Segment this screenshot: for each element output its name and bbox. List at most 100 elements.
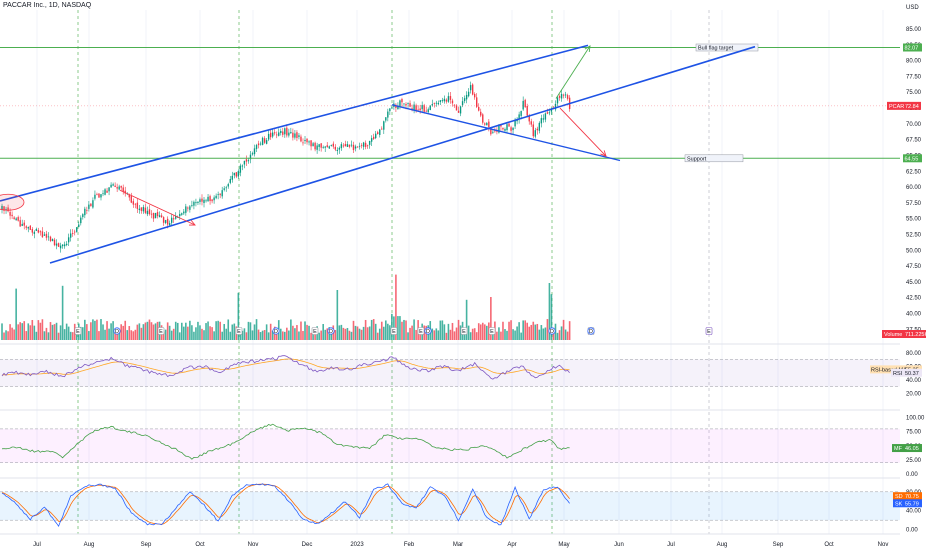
candle-body xyxy=(80,217,82,224)
volume-bar xyxy=(199,325,201,340)
candle-body xyxy=(502,127,504,130)
candle-body xyxy=(21,223,23,226)
rsi-value: 50.37 xyxy=(905,371,919,377)
volume-bar xyxy=(86,324,88,340)
volume-bar xyxy=(53,324,56,340)
volume-bar xyxy=(239,332,242,340)
volume-bar xyxy=(102,324,104,340)
volume-bar xyxy=(356,326,359,340)
candle-body xyxy=(288,132,290,136)
volume-bar xyxy=(39,322,42,340)
candle-body xyxy=(35,228,38,231)
candle-body xyxy=(500,125,502,127)
volume-bar xyxy=(292,325,294,340)
volume-bar xyxy=(197,321,199,340)
volume-bar xyxy=(120,324,122,340)
x-tick-label: Mar xyxy=(453,542,463,548)
volume-bar xyxy=(267,332,270,340)
volume-bar xyxy=(368,326,371,340)
candle-body xyxy=(405,103,407,106)
candle-body xyxy=(534,130,536,137)
candle-body xyxy=(233,172,236,176)
candle-body xyxy=(566,95,569,99)
level-price-value: 64.55 xyxy=(905,156,919,162)
volume-bar xyxy=(281,331,284,340)
volume-bar xyxy=(342,327,345,340)
volume-bar xyxy=(61,285,64,340)
volume-bar xyxy=(63,329,66,340)
candle-body xyxy=(550,108,553,112)
candle-body xyxy=(237,171,240,177)
volume-bar xyxy=(471,328,474,340)
candle-body xyxy=(490,128,492,135)
volume-bar xyxy=(195,327,197,340)
volume-bar xyxy=(187,326,189,340)
candle-body xyxy=(88,204,90,209)
candle-body xyxy=(419,108,421,111)
volume-bar xyxy=(534,324,537,340)
dividend-marker xyxy=(272,327,280,335)
x-tick-label: Oct xyxy=(824,542,834,548)
candle-body xyxy=(562,94,565,96)
volume-bar xyxy=(174,321,177,340)
volume-bar xyxy=(122,325,125,340)
volume-bar xyxy=(340,324,343,340)
candle-body xyxy=(150,213,153,215)
earnings-marker-label: E xyxy=(76,329,80,335)
stoch-k-tag xyxy=(893,499,922,508)
candle-body xyxy=(364,142,367,147)
volume-bar xyxy=(191,325,193,340)
candle-body xyxy=(370,138,373,142)
volume-bar xyxy=(142,324,145,340)
candle-body xyxy=(360,145,363,147)
candle-body xyxy=(33,231,36,234)
earnings-marker xyxy=(74,327,82,335)
volume-bar xyxy=(492,330,494,340)
volume-bar xyxy=(401,321,403,340)
volume-bar xyxy=(376,332,379,340)
candle-body xyxy=(51,239,54,242)
volume-bar xyxy=(168,325,171,340)
candle-body xyxy=(110,184,112,188)
candle-body xyxy=(427,109,429,113)
candle-body xyxy=(130,196,132,203)
volume-bar xyxy=(108,328,110,340)
volume-bar xyxy=(318,332,320,340)
volume-bar xyxy=(229,331,232,340)
candle-body xyxy=(556,97,559,104)
candle-body xyxy=(57,243,60,247)
candle-body xyxy=(536,128,539,131)
dividend-marker-label: D xyxy=(426,329,430,335)
rsi-label: RSI xyxy=(893,371,903,377)
candle-body xyxy=(195,202,197,204)
stoch-k-label: SK xyxy=(895,501,903,507)
volume-bar xyxy=(548,283,551,340)
earnings-marker xyxy=(235,327,243,335)
candle-body xyxy=(407,103,409,104)
candle-body xyxy=(207,196,209,202)
volume-bar xyxy=(397,316,399,340)
candle-body xyxy=(76,227,78,232)
price-tick-label: 75.00 xyxy=(906,90,922,96)
mfi-tick-label: 0.00 xyxy=(906,472,918,478)
candle-body xyxy=(520,110,522,116)
volume-bar xyxy=(136,324,139,340)
candle-body xyxy=(510,127,512,131)
candle-body xyxy=(61,244,64,247)
volume-bar xyxy=(411,325,413,340)
volume-bar xyxy=(23,321,26,340)
candle-body xyxy=(142,207,145,212)
price-tick-label: 67.50 xyxy=(906,138,922,144)
volume-bar xyxy=(215,321,217,340)
volume-bar xyxy=(90,322,92,340)
volume-bar xyxy=(57,332,60,340)
volume-bar xyxy=(21,323,24,340)
candle-body xyxy=(9,211,11,216)
candle-body xyxy=(154,212,157,219)
volume-bar xyxy=(415,329,417,340)
arrow-shaft xyxy=(119,189,196,226)
candle-body xyxy=(441,100,444,102)
earnings-marker-label: E xyxy=(159,329,163,335)
candle-body xyxy=(447,96,450,102)
